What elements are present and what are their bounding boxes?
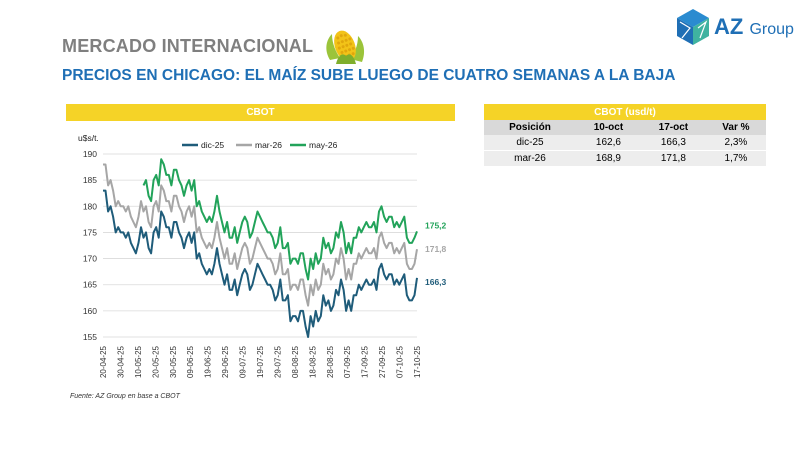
series-line-may-26 [142,158,418,281]
x-axis-ticks: 20-04-25 30-04-25 10-05-25 20-05-25 30-05-25… [99,345,422,378]
x-tick-label: 30-05-25 [169,345,178,378]
cell-var: 2,3% [705,135,766,151]
y-tick-label: 185 [83,175,97,185]
corn-icon [326,30,365,64]
cell-17-oct: 166,3 [640,135,706,151]
x-tick-label: 19-06-25 [204,345,213,378]
x-tick-label: 07-09-25 [343,345,352,378]
section-title: MERCADO INTERNACIONAL [62,36,314,56]
col-header-posicion: Posición [484,120,576,135]
x-tick-label: 18-08-25 [308,345,317,378]
y-tick-label: 170 [83,254,97,264]
table-title: CBOT (usd/t) [484,104,766,120]
cell-10-oct: 168,9 [575,150,641,166]
y-tick-label: 160 [83,306,97,316]
x-tick-label: 09-07-25 [239,345,248,378]
x-tick-label: 17-10-25 [413,345,422,378]
cell-17-oct: 171,8 [640,150,706,166]
chart-legend: dic-25 mar-26 may-26 [182,140,338,150]
x-tick-label: 28-08-25 [326,345,335,378]
chart-title-bar: CBOT [66,104,455,121]
logo-group-text: Group [749,21,794,38]
chart-gridlines [103,153,417,338]
x-tick-label: 07-10-25 [396,345,405,378]
y-tick-label: 190 [83,149,97,159]
x-tick-label: 20-05-25 [151,345,160,378]
end-label-dic-25: 166,3 [425,277,447,287]
az-group-logo: AZ Group [676,8,794,46]
cell-posicion: dic-25 [484,135,576,151]
col-header-10-oct: 10-oct [575,120,641,135]
cube-logo-icon [677,9,709,45]
cbot-price-chart: u$s/t. 155 160 165 170 175 180 185 190 20-04-25… [78,133,447,378]
legend-label-mar-26: mar-26 [255,140,282,150]
y-tick-label: 165 [83,280,97,290]
chart-series-lines [103,158,418,338]
end-label-may-26: 175,2 [425,220,447,230]
headline: PRECIOS EN CHICAGO: EL MAÍZ SUBE LUEGO D… [62,67,676,84]
table-row: dic-25 162,6 166,3 2,3% [484,135,766,151]
x-tick-label: 17-09-25 [361,345,370,378]
y-tick-label: 180 [83,201,97,211]
cell-var: 1,7% [705,150,766,166]
x-tick-label: 09-06-25 [186,345,195,378]
y-tick-label: 175 [83,227,97,237]
x-tick-label: 19-07-25 [256,345,265,378]
end-label-mar-26: 171,8 [425,244,447,254]
source-note: Fuente: AZ Group en base a CBOT [70,393,180,400]
cbot-price-table: CBOT (usd/t) Posición 10-oct 17-oct Var … [484,104,766,166]
x-tick-label: 27-09-25 [378,345,387,378]
legend-label-dic-25: dic-25 [201,140,224,150]
y-axis-label: u$s/t. [78,133,99,143]
x-tick-label: 20-04-25 [99,345,108,378]
cell-posicion: mar-26 [484,150,576,166]
series-line-mar-26 [103,163,418,307]
x-tick-label: 10-05-25 [134,345,143,378]
y-axis-ticks: 155 160 165 170 175 180 185 190 [83,149,97,342]
table-row: mar-26 168,9 171,8 1,7% [484,150,766,166]
x-tick-label: 30-04-25 [116,345,125,378]
series-line-dic-25 [103,189,418,338]
series-end-labels: 166,3 171,8 175,2 [425,220,447,287]
logo-az-text: AZ [714,14,744,39]
col-header-17-oct: 17-oct [640,120,706,135]
x-tick-label: 29-07-25 [273,345,282,378]
col-header-var: Var % [705,120,766,135]
legend-label-may-26: may-26 [309,140,338,150]
x-tick-label: 29-06-25 [221,345,230,378]
y-tick-label: 155 [83,332,97,342]
cell-10-oct: 162,6 [575,135,641,151]
table-header-row: Posición 10-oct 17-oct Var % [484,120,766,135]
x-tick-label: 08-08-25 [291,345,300,378]
